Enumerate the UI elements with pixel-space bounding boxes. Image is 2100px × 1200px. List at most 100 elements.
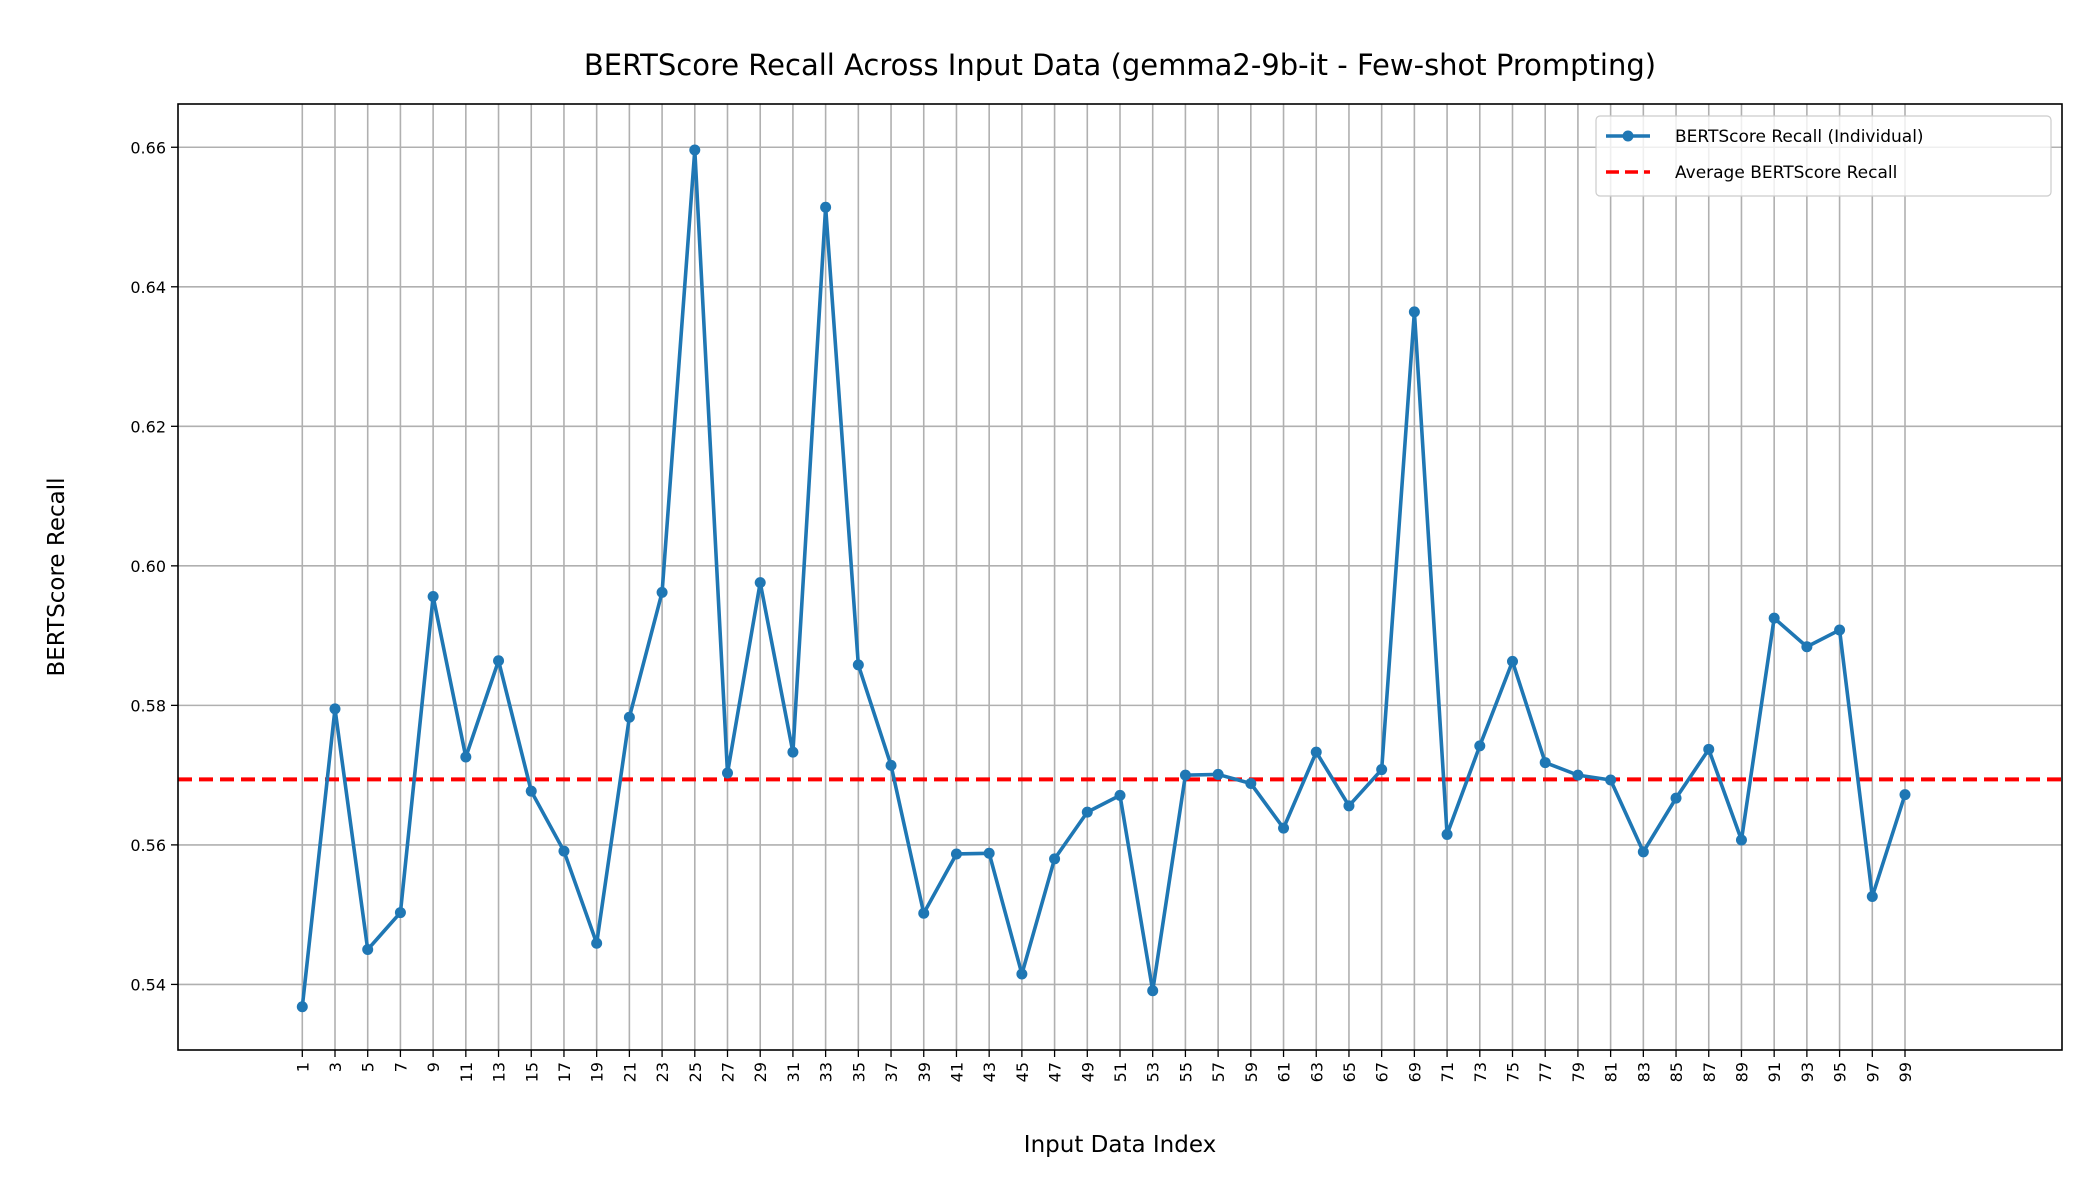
x-tick-label: 33	[817, 1062, 836, 1082]
x-tick-label: 67	[1373, 1062, 1392, 1082]
x-tick-label: 45	[1013, 1062, 1032, 1082]
data-point	[329, 703, 341, 715]
x-tick-label: 63	[1307, 1062, 1326, 1082]
data-point	[950, 848, 962, 860]
y-tick-label: 0.56	[130, 836, 166, 855]
data-point	[1179, 769, 1191, 781]
x-tick-label: 21	[620, 1062, 639, 1082]
x-tick-label: 23	[653, 1062, 672, 1082]
x-axis: 1 3 5 7 9 11 13 15 17 19 21 23 25 27 29 31 33 35 37 39 41 43 4…	[293, 1050, 1915, 1082]
data-point	[1376, 764, 1388, 776]
x-tick-label: 7	[391, 1062, 410, 1072]
x-tick-label: 49	[1078, 1062, 1097, 1082]
y-tick-label: 0.54	[130, 975, 166, 994]
data-point	[1212, 768, 1224, 780]
data-point	[1016, 968, 1028, 980]
data-point	[558, 845, 570, 857]
data-point	[296, 1001, 308, 1013]
data-point	[1670, 792, 1682, 804]
x-tick-label: 11	[457, 1062, 476, 1082]
x-tick-label: 85	[1667, 1062, 1686, 1082]
data-point	[1408, 306, 1420, 318]
x-tick-label: 9	[424, 1062, 443, 1072]
data-point	[623, 711, 635, 723]
x-tick-label: 81	[1602, 1062, 1621, 1082]
x-tick-label: 15	[522, 1062, 541, 1082]
x-tick-label: 17	[555, 1062, 574, 1082]
data-point	[427, 591, 439, 603]
data-point	[1474, 740, 1486, 752]
x-tick-label: 65	[1340, 1062, 1359, 1082]
x-tick-label: 1	[293, 1062, 312, 1072]
data-point	[1637, 846, 1649, 858]
y-tick-label: 0.66	[130, 138, 166, 157]
data-point	[1114, 789, 1126, 801]
data-point	[460, 751, 472, 763]
data-point	[1081, 806, 1093, 818]
x-tick-label: 77	[1536, 1062, 1555, 1082]
data-point	[1147, 985, 1159, 997]
data-point	[885, 759, 897, 771]
data-point	[1801, 641, 1813, 653]
data-point	[918, 907, 930, 919]
x-tick-label: 91	[1765, 1062, 1784, 1082]
data-point	[1735, 834, 1747, 846]
data-point	[1768, 612, 1780, 624]
x-tick-label: 71	[1438, 1062, 1457, 1082]
data-point	[787, 746, 799, 758]
y-axis: 0.54 0.56 0.58 0.60 0.62 0.64 0.66	[130, 138, 178, 994]
x-tick-label: 27	[719, 1062, 738, 1082]
data-point	[1899, 789, 1911, 801]
data-point	[1572, 769, 1584, 781]
x-tick-label: 13	[490, 1062, 509, 1082]
x-tick-label: 73	[1471, 1062, 1490, 1082]
data-point	[1507, 655, 1518, 667]
data-point	[1834, 624, 1846, 636]
data-point	[1343, 800, 1355, 812]
y-tick-label: 0.60	[130, 557, 166, 576]
data-point	[1703, 743, 1715, 755]
y-axis-label: BERTScore Recall	[44, 477, 70, 676]
data-point	[1278, 822, 1290, 834]
data-point	[656, 586, 668, 598]
legend-average-label: Average BERTScore Recall	[1675, 163, 1897, 183]
x-tick-label: 79	[1569, 1062, 1588, 1082]
data-point	[722, 767, 733, 779]
data-point	[525, 785, 537, 797]
recall-series-line	[300, 148, 1907, 1007]
x-tick-label: 99	[1896, 1062, 1915, 1082]
x-tick-label: 29	[751, 1062, 770, 1082]
x-tick-label: 3	[326, 1062, 345, 1072]
x-tick-label: 47	[1046, 1062, 1065, 1082]
data-point	[983, 847, 995, 859]
data-point	[1049, 853, 1061, 865]
x-tick-label: 51	[1111, 1062, 1130, 1082]
data-point	[1866, 891, 1878, 903]
series-layer	[296, 144, 1911, 1013]
x-tick-label: 55	[1176, 1062, 1195, 1082]
x-tick-label: 89	[1732, 1062, 1751, 1082]
x-tick-label: 93	[1798, 1062, 1817, 1082]
x-tick-label: 25	[686, 1062, 705, 1082]
grid	[178, 104, 2062, 1050]
x-tick-label: 95	[1831, 1062, 1850, 1082]
chart-title: BERTScore Recall Across Input Data (gemm…	[584, 48, 1656, 82]
legend-individual-marker-swatch	[1622, 130, 1634, 142]
legend: BERTScore Recall (Individual) Average BE…	[1595, 115, 2052, 197]
x-tick-label: 39	[915, 1062, 934, 1082]
data-point	[1605, 774, 1617, 786]
data-point	[820, 201, 832, 213]
x-tick-label: 19	[588, 1062, 607, 1082]
data-point	[689, 144, 701, 156]
x-tick-label: 35	[849, 1062, 868, 1082]
x-tick-label: 31	[784, 1062, 803, 1082]
data-point	[493, 655, 505, 667]
x-tick-label: 37	[882, 1062, 901, 1082]
x-tick-label: 75	[1504, 1062, 1523, 1082]
x-tick-label: 43	[980, 1062, 999, 1082]
data-point	[362, 944, 374, 956]
x-tick-label: 57	[1209, 1062, 1228, 1082]
x-tick-label: 69	[1405, 1062, 1424, 1082]
